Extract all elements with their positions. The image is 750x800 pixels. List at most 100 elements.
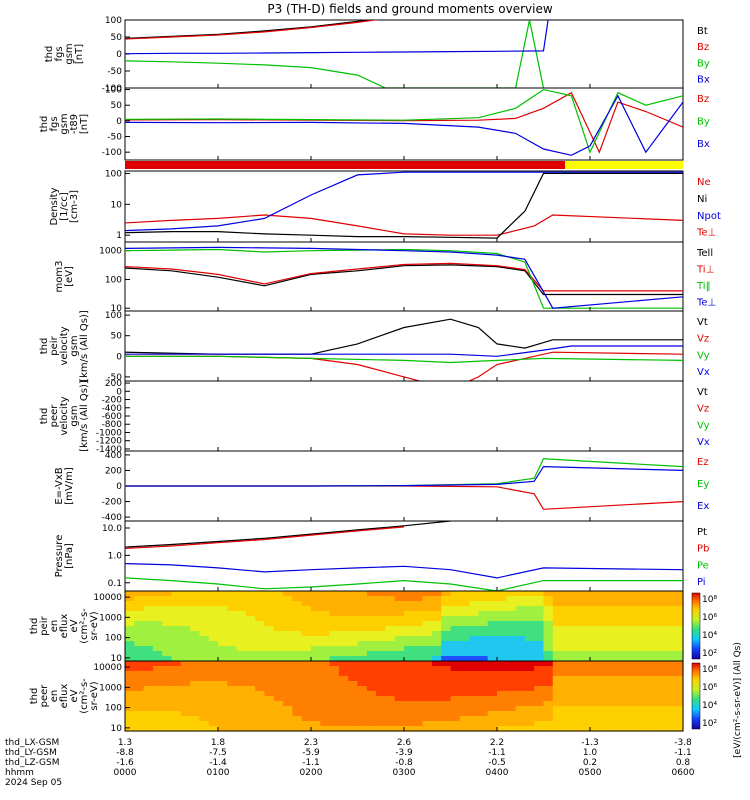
heatmap-cell [152,616,163,622]
heatmap-cell [376,601,386,607]
heatmap-cell [552,706,563,712]
heatmap-cell [264,606,275,612]
heatmap-cell [366,631,377,637]
heatmap-cell [431,656,442,662]
heatmap-cell [627,651,638,657]
heatmap-cell [134,691,145,697]
heatmap-cell [245,621,256,627]
heatmap-cell [506,611,517,617]
y-axis-label-line: thd [39,408,50,425]
heatmap-cell [599,666,610,672]
heatmap-cell [199,626,210,632]
heatmap-cell [580,721,591,727]
heatmap-cell [329,621,340,627]
heatmap-cell [180,626,191,632]
heatmap-cell [125,601,135,607]
heatmap-cell [562,696,572,702]
heatmap-cell [255,651,266,657]
series-line-Ey [125,458,683,487]
heatmap-cell [394,596,405,602]
heatmap-cell [655,611,665,617]
heatmap-cell [478,671,489,677]
heatmap-cell [227,716,238,722]
heatmap-cell [617,721,628,727]
heatmap-cell [450,696,461,702]
heatmap-cell [236,636,247,642]
heatmap-cell [450,676,461,682]
heatmap-cell [218,656,228,662]
heatmap-cell [357,631,368,637]
heatmap-cell [524,726,535,732]
y-tick-label: 100 [105,311,122,321]
heatmap-cell [245,721,256,727]
y-tick-label: 10.0 [102,524,122,534]
legend-entry: Ez [697,457,709,468]
heatmap-cell [543,711,554,717]
heatmap-cell [469,636,479,642]
heatmap-cell [385,626,396,632]
heatmap-cell [571,691,582,697]
heatmap-cell [636,626,647,632]
y-axis-label-line: [1/cc] [59,192,70,221]
heatmap-cell [190,671,200,677]
heatmap-cell [562,611,572,617]
heatmap-cell [608,686,619,692]
heatmap-cell [218,626,228,632]
heatmap-cell [376,611,386,617]
heatmap-cell [515,611,526,617]
heatmap-cell [627,636,638,642]
heatmap-cell [645,721,656,727]
heatmap-cell [255,666,266,672]
heatmap-cell [515,631,526,637]
heatmap-cell [664,656,675,662]
heatmap-cell [590,676,600,682]
heatmap-cell [487,676,498,682]
heatmap-cell [506,651,517,657]
heatmap-cell [515,711,526,717]
heatmap-cell [497,671,507,677]
panel-10: 10⁸10⁶10⁴10²10000100010010thdpeereneflux… [29,660,717,734]
heatmap-cell [459,606,470,612]
heatmap-cell [645,596,656,602]
heatmap-cell [506,616,517,622]
heatmap-cell [608,641,619,647]
heatmap-cell [292,711,303,717]
heatmap-cell [497,646,507,652]
orbit-value: 2.6 [397,738,412,748]
heatmap-cell [143,611,154,617]
heatmap-cell [273,666,284,672]
heatmap-cell [394,651,405,657]
heatmap-cell [599,596,610,602]
heatmap-cell [487,606,498,612]
heatmap-cell [143,601,154,607]
heatmap-cell [469,706,479,712]
y-axis-label-line: gsm [64,43,75,64]
heatmap-cell [673,681,684,687]
heatmap-cell [394,656,405,662]
heatmap-cell [524,696,535,702]
heatmap-cell [441,596,452,602]
heatmap-cell [599,696,610,702]
heatmap-cell [348,611,359,617]
heatmap-cell [487,651,498,657]
heatmap-cell [487,596,498,602]
heatmap-cell [190,676,200,682]
heatmap-cell [664,611,675,617]
heatmap-cell [552,606,563,612]
heatmap-cell [571,601,582,607]
heatmap-cell [627,706,638,712]
legend-entry: Ey [697,479,709,490]
heatmap-cell [366,626,377,632]
heatmap-cell [459,676,470,682]
heatmap-cell [478,631,489,637]
heatmap-cell [664,691,675,697]
heatmap-cell [264,636,275,642]
heatmap-cell [218,631,228,637]
heatmap-cell [636,676,647,682]
heatmap-cell [534,636,545,642]
heatmap-cell [524,611,535,617]
heatmap-cell [487,691,498,697]
heatmap-cell [273,636,284,642]
heatmap-cell [497,716,507,722]
